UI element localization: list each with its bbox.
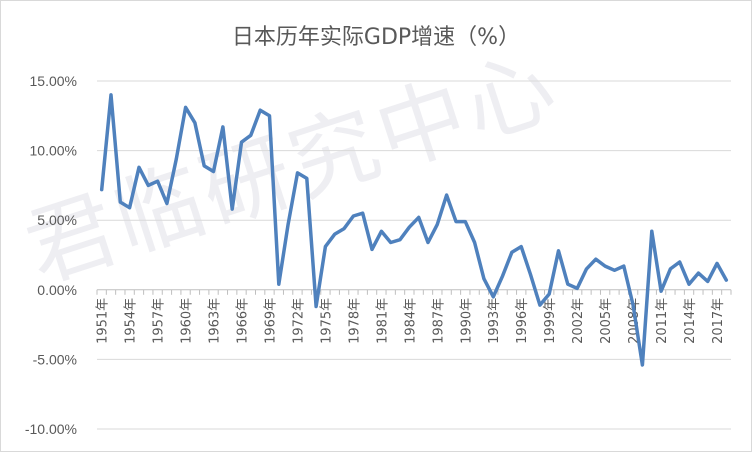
x-tick-label: 1993年 — [487, 298, 502, 344]
x-tick-label: 1978年 — [347, 298, 362, 344]
chart-title: 日本历年实际GDP增速（%） — [231, 25, 521, 50]
x-tick-label: 1981年 — [375, 298, 390, 344]
y-tick-label: -10.00% — [25, 421, 77, 437]
series-line — [99, 93, 729, 367]
x-tick-label: 2011年 — [655, 298, 670, 344]
x-tick-label: 1990年 — [459, 298, 474, 344]
series-layer — [99, 93, 729, 367]
x-tick-label: 1969年 — [263, 298, 278, 344]
x-tick-label: 2014年 — [683, 298, 698, 344]
y-tick-label: 0.00% — [37, 282, 77, 298]
x-tick-label: 1951年 — [96, 298, 111, 344]
gridlines — [97, 80, 731, 430]
x-tick-label: 1954年 — [124, 298, 139, 344]
x-tick-label: 1999年 — [543, 298, 558, 344]
x-tick-label: 1963年 — [208, 298, 223, 344]
x-tick-label: 2002年 — [571, 298, 586, 344]
x-tick-label: 1957年 — [152, 298, 167, 344]
x-tick-label: 2005年 — [599, 298, 614, 344]
x-tick-label: 1960年 — [180, 298, 195, 344]
y-tick-label: 15.00% — [30, 73, 77, 89]
y-axis: 15.00% 10.00% 5.00% 0.00% -5.00% -10.00% — [25, 73, 77, 437]
x-tick-label: 1972年 — [291, 298, 306, 344]
y-tick-label: 5.00% — [37, 212, 77, 228]
x-tick-label: 1996年 — [515, 298, 530, 344]
x-tick-label: 1984年 — [403, 298, 418, 344]
x-tick-label: 2017年 — [711, 298, 726, 344]
x-axis: 1951年 1954年 1957年 1960年 1963年 1966年 1969年 1972年… — [96, 289, 732, 344]
y-tick-label: 10.00% — [30, 143, 77, 159]
x-tick-label: 1966年 — [236, 298, 251, 344]
y-tick-label: -5.00% — [33, 351, 77, 367]
x-tick-label: 1975年 — [319, 298, 334, 344]
x-tick-label: 1987年 — [431, 298, 446, 344]
